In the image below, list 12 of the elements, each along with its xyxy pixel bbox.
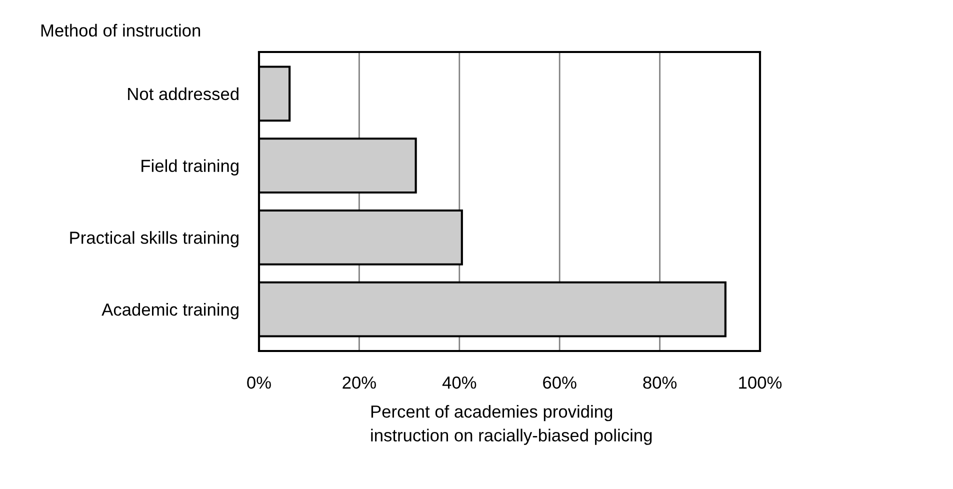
y-tick-label: Field training	[142, 159, 238, 176]
x-tick-label: 0%	[247, 376, 271, 389]
y-axis-title: Method of instruction	[41, 24, 200, 37]
x-tick-label: 80%	[643, 376, 677, 389]
x-tick-label: 40%	[442, 376, 476, 389]
y-tick-label: Not addressed	[128, 87, 238, 100]
x-tick-label: 100%	[739, 376, 782, 389]
x-axis-title: Percent of academies providing instruction on racially-biased policing	[371, 405, 652, 445]
y-tick-label: Academic training	[102, 303, 238, 320]
x-tick-label: 20%	[342, 376, 376, 389]
x-tick-label: 60%	[543, 376, 576, 389]
y-tick-label: Practical skills training	[70, 231, 238, 248]
